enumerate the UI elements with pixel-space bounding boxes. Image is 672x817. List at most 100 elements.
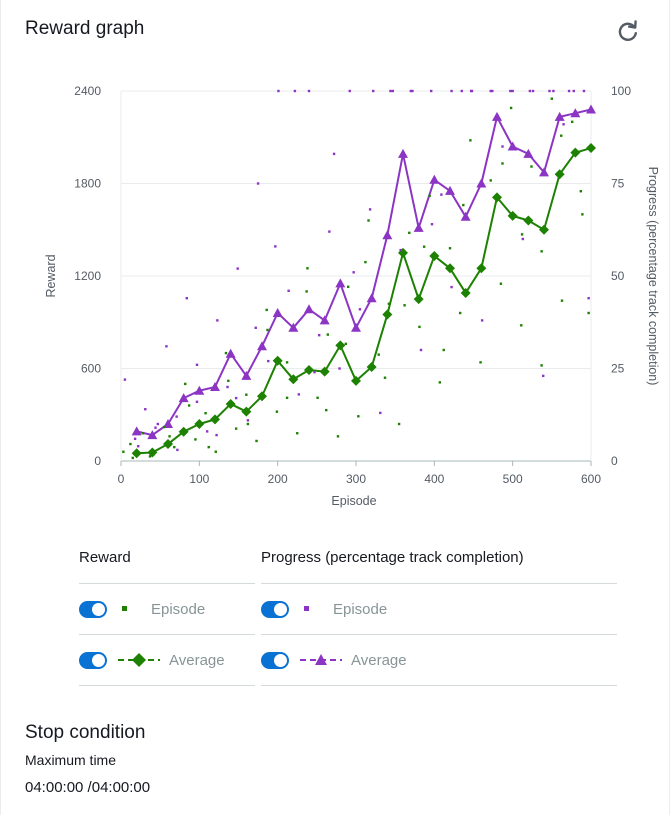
episode-point [387,302,391,305]
y-tick-label-right: 0 [611,454,618,468]
average-point [523,215,534,226]
average-point [445,185,455,195]
reward-episode-toggle[interactable] [79,600,107,618]
episode-point [328,230,331,233]
episode-point [531,89,535,93]
average-point [257,391,267,402]
episode-point [306,267,309,270]
average-point [210,414,220,425]
legend-reward-header: Reward [79,540,255,584]
episode-point [352,271,355,274]
episode-point [462,203,465,207]
episode-point [450,285,453,289]
episode-point [430,89,433,93]
average-point [194,385,205,395]
x-tick-label: 500 [503,472,523,486]
legend-progress-average[interactable]: Average [261,635,617,686]
episode-point [204,412,207,415]
progress-episode-toggle[interactable] [261,600,289,618]
episode-point [144,408,147,411]
average-point [288,374,299,385]
refresh-icon[interactable] [615,18,641,44]
episode-point [313,371,316,374]
episode-point [267,359,270,363]
episode-point [266,328,269,332]
episode-point [162,425,166,429]
legend-reward-episode[interactable]: Episode [79,584,255,635]
episode-point [224,351,228,355]
episode-point [540,250,543,253]
episode-point [560,299,564,302]
average-point [507,210,518,221]
episode-point [372,89,375,93]
y-tick-label-left: 1200 [74,269,101,283]
episode-point [480,319,484,322]
episode-point [501,145,504,148]
episode-point [154,426,157,429]
episode-point [194,438,197,441]
average-point [429,250,440,261]
episode-point [418,325,421,329]
legend-progress-episode[interactable]: Episode [261,584,617,635]
legend-reward-average[interactable]: Average [79,635,255,686]
episode-point [458,311,462,315]
episode-point [215,433,218,437]
episode-point [234,396,238,400]
episode-point [151,453,155,457]
episode-point [540,364,543,367]
reward-average-toggle[interactable] [79,651,107,669]
average-point [413,294,424,305]
episode-point [521,237,525,241]
episode-point [214,450,217,453]
episode-point [332,152,336,156]
episode-point [195,400,199,403]
episode-point [357,415,360,418]
episode-point [325,408,328,412]
y-axis-title-left: Reward [44,254,58,297]
episode-point [316,396,319,399]
episode-point [389,89,392,93]
average-point [460,211,471,221]
episode-point [391,89,395,93]
episode-point [528,89,532,93]
episode-point [185,297,188,300]
average-point [570,108,581,118]
episode-point [562,123,565,126]
average-point [163,419,173,428]
progress-episode-series [123,89,590,452]
average-point [460,287,471,298]
progress-average-toggle[interactable] [261,651,289,669]
progress-average-series [131,104,596,440]
episode-point [216,319,219,322]
episode-point [227,379,230,383]
average-point [554,169,565,180]
average-point [382,230,393,240]
average-point [492,111,502,121]
reward-episode-marker-icon [122,606,127,611]
episode-point [346,285,350,288]
episode-point [481,267,485,270]
episode-point [297,393,301,396]
episode-point [572,89,575,93]
episode-point [587,297,590,300]
average-point [319,366,330,377]
legend-label: Average [351,651,407,669]
reward-average-series [131,143,596,459]
average-line [136,147,592,455]
episode-point [491,89,494,93]
average-point [178,393,189,403]
average-point [507,141,518,151]
average-point [492,192,502,203]
episode-point [489,89,492,93]
episode-point [542,374,545,378]
x-tick-label: 600 [581,472,601,486]
episode-point [581,213,584,216]
average-point [304,365,314,376]
episode-point [165,345,168,348]
episode-point [187,404,191,407]
episode-point [285,396,289,399]
stop-condition-title: Stop condition [25,722,146,743]
average-point [335,278,346,288]
episode-point [511,89,514,93]
episode-point [122,450,125,453]
